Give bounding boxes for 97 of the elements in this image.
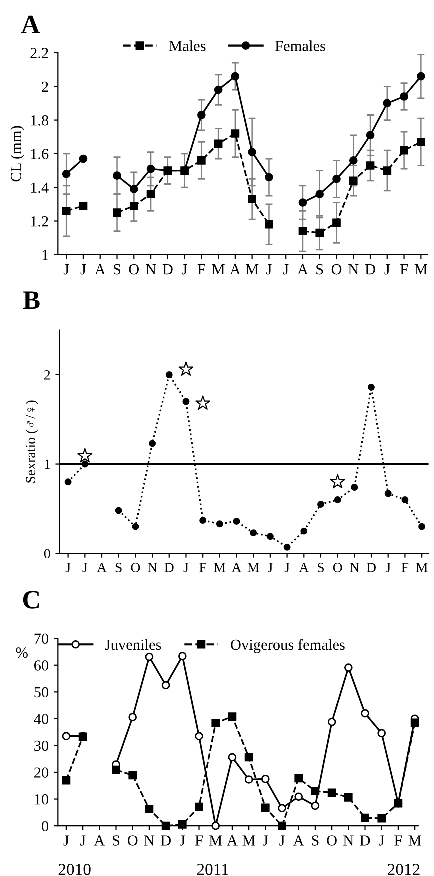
- y-tick-label: 2.2: [30, 48, 48, 59]
- x-tick-label: N: [348, 264, 359, 275]
- x-tick-label: J: [64, 836, 70, 846]
- x-tick-label: F: [402, 563, 409, 572]
- x-tick-label: A: [298, 264, 308, 275]
- x-tick-label: F: [200, 563, 206, 572]
- x-tick-label: S: [113, 836, 120, 846]
- y-axis-title: Sexratio (♂/♀): [26, 400, 38, 483]
- y-tick-label: 60: [34, 660, 49, 671]
- x-tick-label: O: [327, 836, 337, 846]
- x-tick-label: N: [350, 563, 360, 572]
- x-tick-label: J: [266, 264, 272, 275]
- x-tick-label: J: [379, 836, 385, 846]
- x-tick-label: N: [146, 264, 156, 275]
- y-tick-label: 2: [42, 82, 48, 92]
- x-tick-label: O: [332, 264, 342, 275]
- x-tick-label: S: [116, 563, 122, 572]
- x-tick-label: S: [318, 563, 324, 572]
- x-tick-label: D: [160, 836, 171, 846]
- y-tick-label: 1.6: [31, 149, 49, 160]
- y-tick-label: 20: [34, 768, 49, 778]
- y-tick-label: 10: [35, 794, 49, 805]
- y-tick-label: 1.8: [31, 115, 49, 126]
- x-tick-label: A: [97, 563, 107, 572]
- x-tick-label: N: [148, 563, 158, 572]
- x-tick-label: O: [131, 563, 140, 572]
- x-tick-label: F: [195, 836, 203, 846]
- chart-title: B: [23, 292, 40, 310]
- y-tick-label: 70: [34, 634, 49, 644]
- x-tick-label: F: [394, 836, 402, 846]
- x-tick-label: J: [280, 836, 285, 846]
- x-tick-label: O: [333, 563, 342, 572]
- legend-label: Males: [169, 40, 206, 52]
- x-tick-label: J: [66, 563, 71, 572]
- x-tick-label: S: [316, 264, 324, 275]
- x-tick-label: J: [64, 264, 70, 275]
- legend-label: Juveniles: [105, 639, 162, 650]
- x-tick-label: N: [144, 836, 155, 846]
- x-tick-label: S: [114, 264, 121, 275]
- legend-label: Ovigerous females: [231, 639, 345, 654]
- x-tick-label: J: [184, 563, 189, 572]
- chart-title: A: [21, 16, 40, 34]
- x-tick-label: J: [182, 264, 188, 275]
- y-tick-label: 1.4: [31, 182, 49, 194]
- x-tick-label: O: [129, 264, 140, 275]
- x-tick-label: M: [242, 836, 256, 846]
- x-tick-label: M: [248, 563, 260, 572]
- text: 2010: [58, 864, 91, 876]
- x-tick-label: A: [230, 264, 241, 275]
- x-tick-label: M: [408, 836, 422, 846]
- x-tick-label: A: [227, 836, 238, 846]
- text: 2011: [197, 864, 228, 876]
- x-tick-label: S: [312, 836, 319, 846]
- y-tick-label: 50: [34, 687, 49, 698]
- x-tick-label: J: [263, 836, 268, 846]
- y-tick-label: 1.2: [31, 216, 48, 227]
- x-tick-label: J: [180, 836, 186, 846]
- y-tick-label: 1: [42, 250, 48, 260]
- x-tick-label: M: [210, 836, 222, 846]
- y-tick-label: 30: [34, 740, 49, 752]
- x-tick-label: J: [284, 563, 290, 572]
- x-tick-label: D: [365, 264, 376, 275]
- x-tick-label: A: [293, 836, 304, 846]
- x-tick-label: J: [80, 264, 86, 275]
- x-tick-label: A: [94, 836, 106, 846]
- x-tick-label: N: [344, 836, 354, 846]
- x-tick-label: F: [198, 264, 206, 275]
- y-axis-title: CL (mm): [10, 126, 24, 182]
- x-tick-label: D: [366, 563, 376, 572]
- y-tick-label: 0: [44, 549, 50, 559]
- x-tick-label: A: [232, 563, 242, 572]
- x-tick-label: D: [164, 563, 174, 572]
- x-tick-label: J: [283, 264, 289, 275]
- x-tick-label: F: [400, 264, 408, 275]
- y-tick-label: 1: [45, 460, 50, 470]
- x-tick-label: M: [212, 264, 225, 275]
- x-tick-label: J: [268, 563, 273, 572]
- text: 2012: [388, 864, 420, 876]
- x-tick-label: M: [414, 264, 428, 275]
- y-axis-title: %: [16, 648, 28, 658]
- x-tick-label: J: [80, 836, 86, 846]
- y-tick-label: 0: [42, 821, 49, 832]
- x-tick-label: D: [162, 264, 173, 275]
- x-tick-label: D: [360, 836, 370, 846]
- x-tick-label: A: [299, 563, 310, 572]
- x-tick-label: A: [95, 264, 106, 275]
- x-tick-label: M: [214, 563, 226, 572]
- x-tick-label: O: [128, 836, 138, 846]
- y-tick-label: 40: [34, 714, 49, 724]
- x-tick-label: J: [386, 563, 391, 572]
- x-tick-label: J: [82, 563, 88, 572]
- x-tick-label: M: [246, 264, 259, 275]
- x-tick-label: J: [384, 264, 390, 275]
- legend-label: Females: [275, 40, 326, 52]
- x-tick-label: M: [416, 563, 428, 572]
- chart-title: C: [23, 591, 40, 609]
- y-tick-label: 2: [44, 370, 50, 380]
